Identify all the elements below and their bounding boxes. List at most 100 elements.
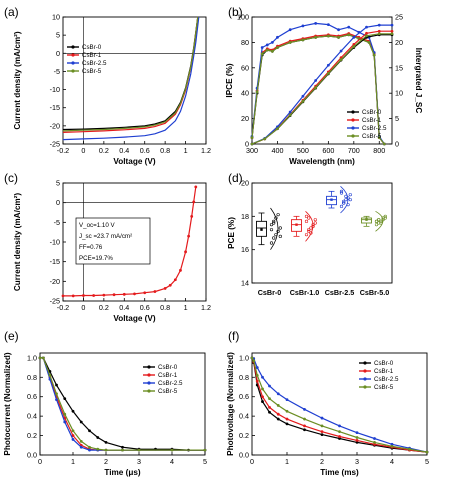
y-tick-label-f: 0.4 (239, 412, 249, 421)
x-tick-label-e: 2 (104, 457, 108, 466)
y-tick-label-b: 80 (241, 38, 249, 47)
data-point-f-CsBr-2.5 (276, 392, 280, 396)
y-tick-label-f: 0.6 (239, 392, 249, 401)
data-point-b-CsBr-5 (301, 99, 305, 103)
data-point-b-CsBr-2.5 (352, 35, 356, 39)
annotation-text-c: V_oc=1.10 V (79, 222, 115, 229)
data-point-e-CsBr-1 (71, 434, 75, 437)
y-tick-label-c: -20 (50, 277, 60, 286)
data-point-b-CsBr-5 (276, 46, 279, 49)
legend-marker-b (351, 126, 355, 130)
legend-label-a: CsBr-5 (82, 68, 102, 75)
data-point-f-CsBr-2.5 (268, 384, 271, 388)
violin-outline (305, 211, 314, 242)
box-point (377, 221, 381, 225)
data-point-f-CsBr-0 (320, 433, 324, 436)
data-point-f-CsBr-0 (268, 410, 271, 414)
data-point-f-CsBr-1 (276, 412, 280, 416)
data-point-f-CsBr-2.5 (355, 431, 359, 435)
data-point-f-CsBr-2.5 (320, 416, 324, 420)
x-tick-label-b: 700 (348, 146, 360, 155)
box-point (374, 223, 379, 227)
data-point-b-CsBr-5 (372, 53, 376, 57)
y-right-tick-label-b: 10 (395, 89, 403, 98)
x-tick-label-e: 5 (203, 457, 207, 466)
legend-marker-b (351, 118, 355, 122)
x-tick-label-c: 1.2 (201, 303, 211, 312)
box-point (278, 234, 282, 238)
data-point-f-CsBr-5 (303, 417, 306, 421)
plot-frame-e (39, 352, 206, 456)
data-point-b-CsBr-5 (367, 41, 371, 44)
data-point-b-CsBr-5 (390, 32, 394, 36)
legend-marker-f (363, 385, 367, 389)
data-point-e-CsBr-0 (121, 445, 124, 449)
x-tick-label-e: 1 (71, 457, 75, 466)
data-point-c-jv (112, 293, 116, 297)
data-point-e-CsBr-5 (104, 448, 108, 452)
data-point-b-CsBr-2.5 (276, 35, 279, 39)
series-line-a-CsBr-5 (62, 16, 199, 132)
box-point (272, 236, 276, 240)
legend-marker-f (363, 361, 367, 365)
data-point-e-CsBr-5 (38, 356, 42, 360)
data-point-c-jv (192, 200, 196, 204)
data-point-f-CsBr-2.5 (261, 375, 264, 379)
legend-label-e: CsBr-0 (158, 364, 178, 371)
y-axis-label-b: IPCE (%) (225, 63, 234, 97)
data-point-b-CsBr-5 (347, 33, 351, 37)
y-tick-label-a: -20 (50, 121, 60, 130)
y-tick-label-b: 60 (241, 63, 249, 72)
box-mean (365, 218, 368, 221)
box-point (348, 193, 352, 197)
data-point-f-CsBr-5 (390, 444, 394, 448)
box-mean (260, 228, 263, 231)
data-point-b-CsBr-5 (276, 127, 279, 131)
box-point (342, 199, 346, 203)
data-point-c-jv (187, 234, 191, 238)
data-point-b-CsBr-2.5 (365, 25, 368, 29)
category-label-d: CsBr-1.0 (290, 288, 320, 297)
data-point-b-CsBr-5 (314, 35, 318, 39)
y-tick-label-c: 5 (56, 179, 60, 188)
y-axis-label-c: Current density (mA/cm²) (13, 193, 22, 292)
legend-label-a: CsBr-2.5 (82, 60, 107, 67)
x-tick-label-f: 3 (355, 457, 359, 466)
box-point (377, 218, 381, 222)
x-tick-label-f: 1 (285, 457, 289, 466)
y-tick-label-f: 0.8 (239, 373, 249, 382)
data-point-b-CsBr-2.5 (288, 28, 292, 32)
y-tick-label-a: 5 (56, 31, 60, 40)
annotation-text-c: J_sc =23.7 mA/cm² (79, 233, 132, 240)
data-point-f-CsBr-5 (255, 373, 259, 377)
box-point (269, 223, 274, 227)
box-point (304, 219, 309, 223)
legend-label-f: CsBr-2.5 (374, 376, 399, 383)
data-point-f-CsBr-0 (303, 428, 306, 432)
data-point-b-CsBr-5 (260, 52, 264, 56)
data-point-c-jv (190, 215, 194, 218)
data-point-f-CsBr-5 (268, 397, 271, 401)
x-axis-label-a: Voltage (V) (113, 157, 155, 166)
data-point-c-jv (61, 294, 65, 298)
box-point (344, 198, 348, 202)
box-point (307, 216, 311, 220)
legend-label-e: CsBr-1 (158, 372, 178, 379)
data-point-c-jv (102, 293, 106, 297)
y-tick-label-a: -15 (50, 103, 60, 112)
data-point-f-CsBr-0 (338, 437, 341, 440)
y-right-tick-label-b: 0 (395, 140, 399, 149)
data-point-e-CsBr-5 (137, 448, 141, 452)
data-point-b-CsBr-5 (250, 136, 254, 140)
legend-label-b: CsBr-5 (362, 133, 382, 140)
data-point-f-CsBr-1 (355, 439, 359, 442)
legend-marker-f (363, 369, 367, 373)
x-tick-label-a: -0.2 (57, 146, 69, 155)
data-point-b-CsBr-2.5 (377, 23, 381, 27)
category-label-d: CsBr-5.0 (360, 288, 390, 297)
box-point (272, 219, 276, 223)
data-point-b-CsBr-5 (377, 136, 381, 140)
data-point-b-CsBr-5 (352, 45, 356, 48)
y-tick-label-d: 18 (241, 212, 249, 221)
data-point-c-jv (71, 294, 75, 298)
